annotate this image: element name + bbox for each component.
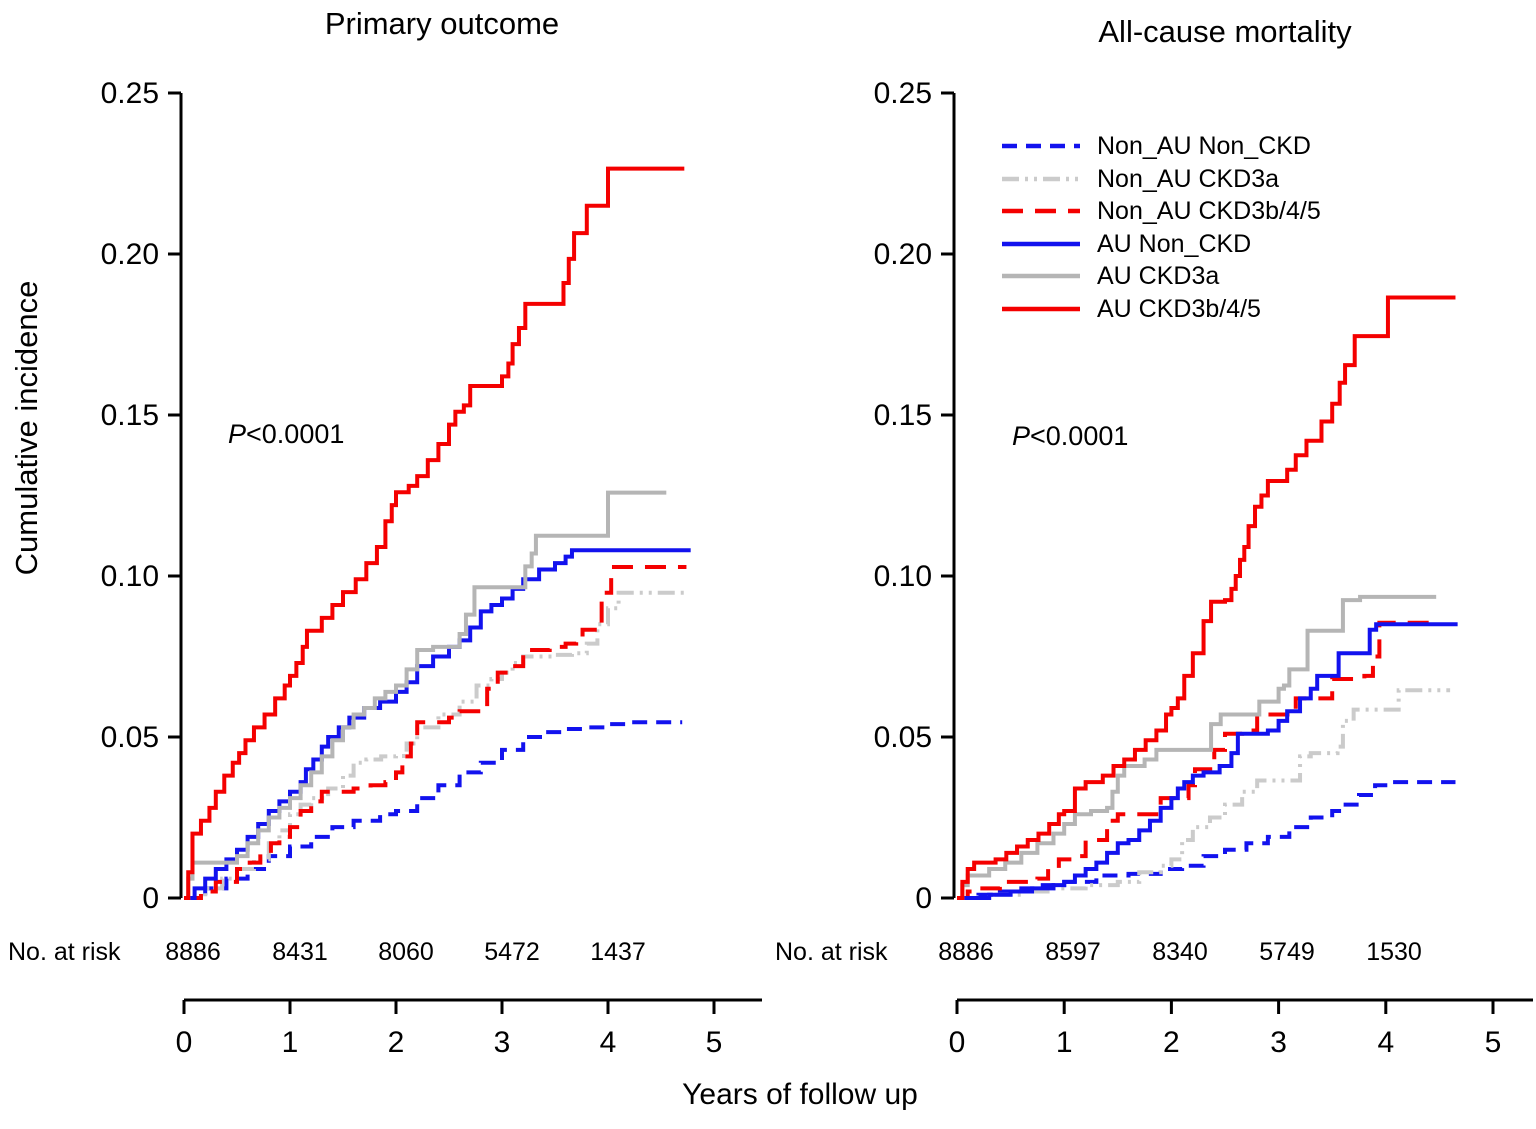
at-risk-value: 8597	[1045, 938, 1101, 966]
at-risk-label-left: No. at risk	[8, 938, 121, 966]
legend-item-label: Non_AU CKD3b/4/5	[1097, 197, 1321, 225]
svg-text:5: 5	[706, 1026, 723, 1059]
svg-text:3: 3	[1270, 1026, 1287, 1059]
svg-text:1: 1	[282, 1026, 299, 1059]
p-value-right-symbol: P	[1012, 421, 1031, 451]
svg-text:1: 1	[1056, 1026, 1073, 1059]
legend-item-label: Non_AU CKD3a	[1097, 165, 1280, 193]
at-risk-label-right: No. at risk	[775, 938, 888, 966]
svg-text:4: 4	[1377, 1026, 1394, 1059]
svg-text:0.20: 0.20	[101, 238, 159, 271]
svg-text:0.15: 0.15	[101, 399, 159, 432]
left-panel-title: Primary outcome	[324, 6, 560, 41]
svg-text:0: 0	[915, 882, 932, 915]
svg-text:4: 4	[600, 1026, 617, 1059]
legend-item-label: AU CKD3b/4/5	[1097, 295, 1261, 323]
svg-text:5: 5	[1485, 1026, 1502, 1059]
svg-text:2: 2	[1163, 1026, 1180, 1059]
svg-text:0.15: 0.15	[874, 399, 932, 432]
svg-text:0.20: 0.20	[874, 238, 932, 271]
svg-text:0: 0	[949, 1026, 966, 1059]
x-axis-label: Years of follow up	[682, 1078, 918, 1111]
p-value-left-symbol: P	[228, 419, 247, 449]
svg-text:0.05: 0.05	[101, 721, 159, 754]
at-risk-value: 8431	[272, 938, 328, 966]
at-risk-value: 8060	[378, 938, 434, 966]
at-risk-value: 1437	[590, 938, 646, 966]
legend-item-label: AU Non_CKD	[1097, 230, 1252, 258]
y-axis-label: Cumulative incidence	[9, 280, 44, 576]
svg-text:0: 0	[142, 882, 159, 915]
p-value-right-text: <0.0001	[1030, 421, 1129, 451]
right-panel-title: All-cause mortality	[1098, 14, 1352, 49]
legend-item-label: Non_AU Non_CKD	[1097, 132, 1311, 160]
p-value-left: P<0.0001	[228, 419, 344, 450]
at-risk-value: 5472	[484, 938, 540, 966]
at-risk-value: 5749	[1259, 938, 1315, 966]
svg-text:3: 3	[494, 1026, 511, 1059]
svg-text:2: 2	[388, 1026, 405, 1059]
p-value-right: P<0.0001	[1012, 421, 1128, 452]
svg-text:0: 0	[176, 1026, 193, 1059]
at-risk-value: 8886	[165, 938, 221, 966]
at-risk-value: 8886	[938, 938, 994, 966]
svg-text:0.05: 0.05	[874, 721, 932, 754]
p-value-left-text: <0.0001	[246, 419, 345, 449]
legend-item-label: AU CKD3a	[1097, 262, 1220, 290]
svg-text:0.10: 0.10	[101, 560, 159, 593]
svg-text:0.25: 0.25	[101, 77, 159, 110]
svg-text:0.25: 0.25	[874, 77, 932, 110]
at-risk-value: 1530	[1366, 938, 1422, 966]
svg-text:0.10: 0.10	[874, 560, 932, 593]
at-risk-value: 8340	[1152, 938, 1208, 966]
